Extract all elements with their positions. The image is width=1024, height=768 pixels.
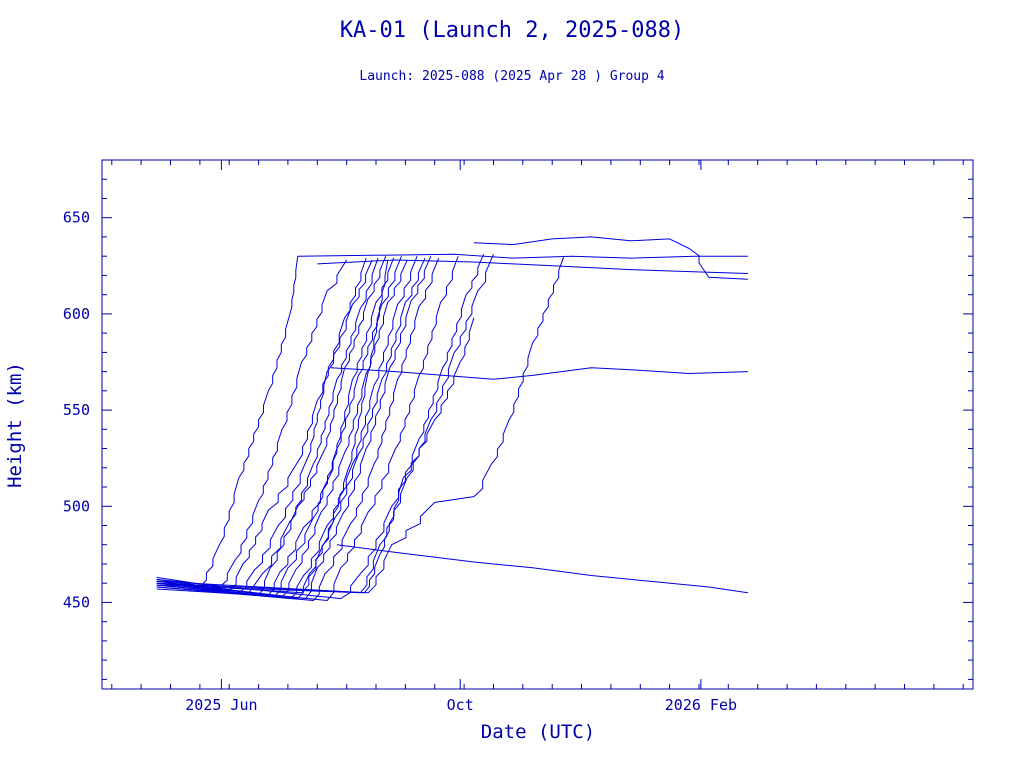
y-tick-label: 550 <box>63 401 90 419</box>
series-line-sat-decay <box>336 544 748 594</box>
x-tick-label: 2025 Jun <box>185 696 257 714</box>
x-axis-label: Date (UTC) <box>481 721 595 743</box>
series-line-sat-04 <box>156 259 373 594</box>
series-line-sat-14 <box>156 256 459 601</box>
series-line-sat-07 <box>156 257 395 596</box>
series-line-sat-09 <box>156 259 408 598</box>
series-line-sat-slow <box>156 256 565 594</box>
series-line-sat-08 <box>156 256 402 598</box>
series-line-sat-15 <box>156 254 485 600</box>
series-line-sat-high-C <box>317 259 748 274</box>
chart-subtitle: Launch: 2025-088 (2025 Apr 28 ) Group 4 <box>359 69 664 84</box>
minor-ticks <box>102 160 973 689</box>
series-line-sat-02 <box>156 259 348 588</box>
y-tick-label: 650 <box>63 209 90 227</box>
series-line-sat-17 <box>156 259 389 594</box>
series-line-sat-18 <box>156 317 475 594</box>
y-tick-label: 500 <box>63 497 90 515</box>
x-axis-ticks: 2025 Jun Oct 2026 Feb <box>185 160 737 714</box>
series-line-sat-13 <box>156 257 440 601</box>
series-line-sat-06 <box>156 256 387 596</box>
series-line-sat-05 <box>156 257 379 594</box>
y-axis-label: Height (km) <box>4 362 26 488</box>
series-line-sat-03 <box>156 257 367 592</box>
x-tick-label: 2026 Feb <box>665 696 737 714</box>
y-tick-label: 600 <box>63 305 90 323</box>
series-line-sat-high-B <box>473 236 748 280</box>
series-line-sat-high-A <box>297 253 748 259</box>
y-tick-label: 450 <box>63 593 90 611</box>
series-line-sat-11 <box>156 257 426 600</box>
series-layer <box>156 236 748 601</box>
series-line-sat-570 <box>330 367 748 380</box>
x-tick-label: Oct <box>447 696 474 714</box>
series-line-sat-01 <box>156 256 299 588</box>
series-line-sat-10 <box>156 256 418 600</box>
series-line-sat-12 <box>156 255 432 600</box>
y-axis-ticks: 450 500 550 600 650 <box>63 209 973 611</box>
chart-title: KA-01 (Launch 2, 2025-088) <box>340 18 684 43</box>
plot-frame <box>101 159 974 690</box>
series-line-sat-16 <box>156 254 494 594</box>
